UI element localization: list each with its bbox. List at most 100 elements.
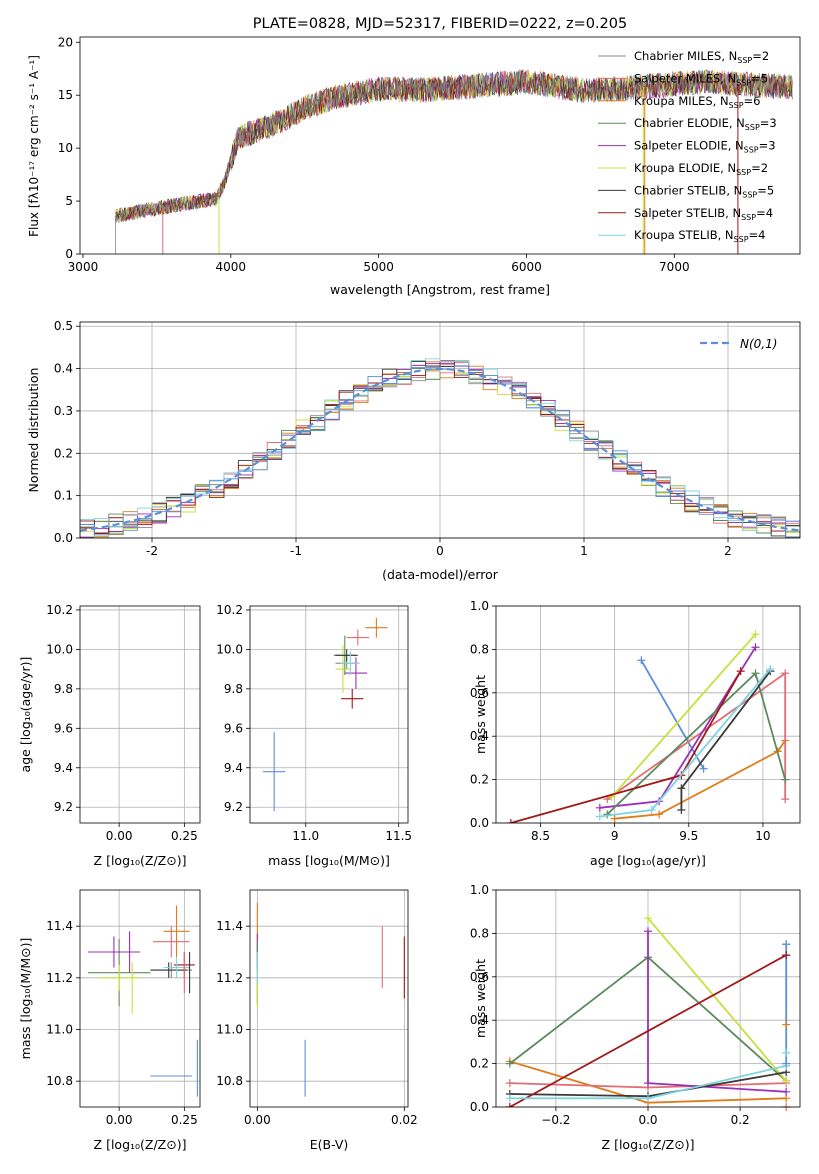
- x-tick-label: -1: [290, 544, 302, 558]
- y-tick-label: 0.8: [470, 926, 489, 940]
- legend-text: Chabrier STELIB, N: [634, 183, 742, 197]
- legend-sub: SSP: [741, 213, 756, 222]
- axes-age_vs_mass: [246, 605, 409, 827]
- y-tick-label: 10: [58, 141, 73, 155]
- y-tick-label: 15: [58, 88, 73, 102]
- y-tick-label: 10.8: [46, 1074, 73, 1088]
- x-tick-label: 4000: [216, 260, 247, 274]
- axes-spectrum: [76, 36, 801, 258]
- data-marker: [782, 951, 791, 960]
- data-marker: [644, 914, 652, 923]
- data-marker: [603, 810, 612, 819]
- axes-weight_vs_Z: [492, 889, 801, 1111]
- y-tick-label: 0.1: [54, 489, 73, 503]
- legend-label: Kroupa MILES, NSSP=6: [634, 94, 760, 110]
- x-tick-label: 1: [580, 544, 588, 558]
- data-marker: [595, 803, 604, 812]
- y-axis-label: mass [log₁₀(M/M⊙)]: [18, 938, 33, 1060]
- legend-label: Kroupa ELODIE, NSSP=2: [634, 161, 768, 177]
- y-tick-label: 9.8: [54, 682, 73, 696]
- data-marker: [736, 667, 745, 676]
- y-tick-label: 10.8: [216, 1074, 243, 1088]
- legend-suffix: =4: [749, 228, 766, 242]
- y-axis-label: Flux [fλ10⁻¹⁷ erg cm⁻² s⁻¹ A⁻¹]: [27, 55, 41, 237]
- legend-label: N(0,1): [740, 337, 777, 351]
- data-marker: [637, 656, 646, 665]
- y-tick-label: 5: [65, 194, 73, 208]
- y-tick-label: 9.8: [224, 682, 243, 696]
- y-tick-label: 9.2: [224, 800, 243, 814]
- data-marker: [751, 669, 760, 678]
- legend-sub: SSP: [745, 123, 760, 132]
- data-marker: [781, 795, 790, 804]
- legend-text: Kroupa ELODIE, N: [634, 161, 736, 175]
- legend-suffix: =4: [756, 206, 773, 220]
- y-tick-label: 0.0: [54, 531, 73, 545]
- data-marker: [751, 643, 760, 652]
- y-tick-label: 11.2: [216, 971, 243, 985]
- x-tick-label: 0.2: [731, 1113, 750, 1127]
- data-marker: [677, 805, 686, 814]
- x-tick-label: 0.25: [171, 1113, 198, 1127]
- y-tick-label: 0.3: [54, 404, 73, 418]
- legend-suffix: =5: [757, 183, 774, 197]
- y-tick-label: 0.8: [470, 642, 489, 656]
- legend-suffix: =3: [759, 139, 776, 153]
- axes-frame: [79, 321, 801, 539]
- series-line: [606, 671, 787, 815]
- y-tick-label: 10.0: [216, 642, 243, 656]
- y-axis-label: Normed distribution: [26, 368, 41, 493]
- y-tick-label: 11.4: [216, 919, 243, 933]
- data-marker: [699, 764, 708, 773]
- data-marker: [647, 805, 656, 814]
- axes-mass_vs_EBV: [246, 889, 409, 1111]
- data-marker: [505, 1094, 514, 1103]
- x-tick-label: 9.5: [679, 829, 698, 843]
- x-tick-label: 3000: [68, 260, 99, 274]
- y-tick-label: 0.0: [470, 1100, 489, 1114]
- legend-suffix: =6: [744, 94, 761, 108]
- x-tick-label: 6000: [511, 260, 542, 274]
- axes-weight_vs_age: [492, 605, 801, 827]
- data-marker: [610, 814, 619, 823]
- x-tick-label: 0.0: [638, 1113, 657, 1127]
- legend-sub: SSP: [734, 235, 749, 244]
- series-line: [611, 633, 757, 798]
- axes-frame: [249, 605, 409, 824]
- x-axis-label: Z [log₁₀(Z/Z⊙)]: [94, 1137, 187, 1152]
- x-axis-label: Z [log₁₀(Z/Z⊙)]: [94, 853, 187, 868]
- data-marker: [644, 1079, 652, 1088]
- legend-label: Salpeter STELIB, NSSP=4: [634, 206, 773, 222]
- x-tick-label: 7000: [659, 260, 690, 274]
- data-marker: [782, 1087, 791, 1096]
- x-axis-label: E(B-V): [310, 1137, 349, 1152]
- y-tick-label: 0.4: [470, 729, 489, 743]
- legend-text: Kroupa MILES, N: [634, 94, 729, 108]
- x-tick-label: 0.00: [244, 1113, 271, 1127]
- legend-suffix: =3: [760, 116, 777, 130]
- series-line: [640, 659, 705, 770]
- legend-label: Salpeter ELODIE, NSSP=3: [634, 139, 776, 155]
- x-tick-label: 10: [755, 829, 770, 843]
- y-tick-label: 0.4: [54, 362, 73, 376]
- data-marker: [677, 784, 686, 793]
- data-marker: [655, 810, 664, 819]
- x-tick-label: 9: [611, 829, 619, 843]
- chart-title: PLATE=0828, MJD=52317, FIBERID=0222, z=0…: [253, 16, 627, 32]
- x-tick-label: 8.5: [531, 829, 550, 843]
- data-marker: [782, 940, 791, 949]
- data-marker: [782, 1048, 791, 1057]
- data-marker: [595, 812, 604, 821]
- y-tick-label: 0.2: [54, 446, 73, 460]
- series-line: [509, 954, 787, 1107]
- y-tick-label: 10.2: [216, 603, 243, 617]
- y-tick-label: 20: [58, 35, 73, 49]
- legend-label: Chabrier MILES, NSSP=2: [634, 49, 769, 65]
- spectrum-line: [115, 69, 793, 224]
- x-tick-label: 0.00: [106, 1113, 133, 1127]
- legend-label: Salpeter MILES, NSSP=5: [634, 71, 768, 87]
- series-line: [599, 668, 771, 818]
- y-tick-label: 9.6: [224, 721, 243, 735]
- axes-residuals: [76, 321, 801, 542]
